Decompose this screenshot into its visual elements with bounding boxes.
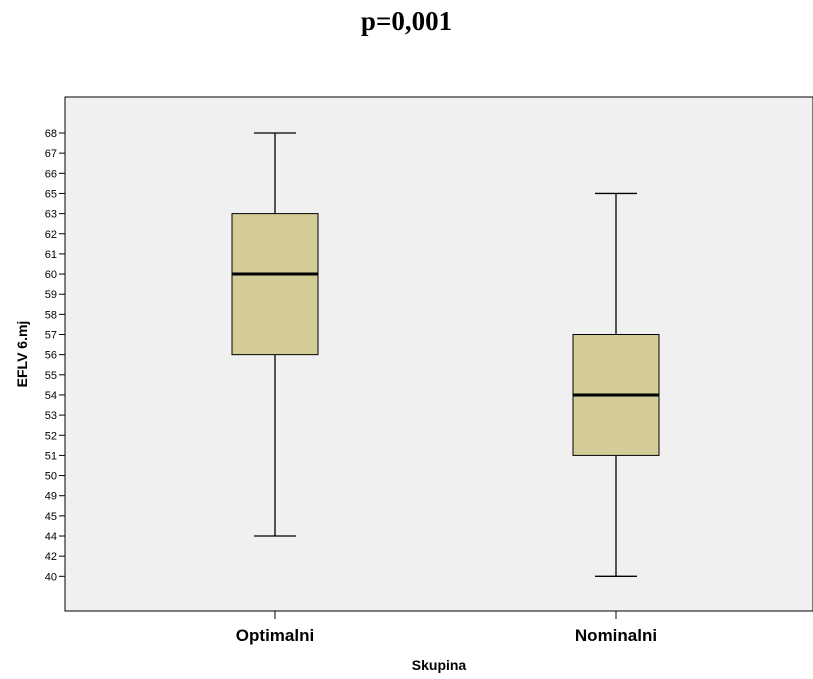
- y-tick-label: 49: [45, 491, 57, 503]
- iqr-box: [231, 213, 319, 356]
- y-tick-label: 60: [45, 269, 57, 281]
- boxes: [231, 132, 660, 577]
- y-tick-label: 63: [45, 209, 57, 221]
- x-tick-label: Nominalni: [575, 626, 657, 645]
- y-tick-label: 50: [45, 471, 57, 483]
- y-tick-label: 40: [45, 571, 57, 583]
- y-tick-label: 53: [45, 410, 57, 422]
- y-tick-label: 42: [45, 551, 57, 563]
- y-tick-label: 67: [45, 148, 57, 160]
- y-tick-label: 66: [45, 168, 57, 180]
- y-tick-label: 55: [45, 370, 57, 382]
- y-tick-label: 52: [45, 430, 57, 442]
- chart-title: p=0,001: [360, 6, 453, 36]
- y-tick-label: 54: [45, 390, 57, 402]
- x-axis: Optimalni Nominalni: [236, 611, 657, 645]
- y-tick-label: 51: [45, 450, 57, 462]
- y-tick-label: 58: [45, 309, 57, 321]
- box-group-nominalni: [572, 192, 660, 577]
- y-tick-label: 44: [45, 531, 57, 543]
- y-tick-label: 45: [45, 511, 57, 523]
- y-axis-title: EFLV 6.mj: [14, 321, 30, 388]
- y-axis: 68 67 66 65 63 62 61 60 59 58 57 56 55 54 53 52 51 50 49 45…: [45, 128, 65, 583]
- y-tick-label: 57: [45, 330, 57, 342]
- y-tick-label: 65: [45, 188, 57, 200]
- y-tick-label: 68: [45, 128, 57, 140]
- x-tick-label: Optimalni: [236, 626, 314, 645]
- y-tick-label: 61: [45, 249, 57, 261]
- box-group-optimalni: [231, 132, 319, 537]
- y-tick-label: 56: [45, 350, 57, 362]
- y-tick-label: 62: [45, 229, 57, 241]
- y-tick-label: 59: [45, 289, 57, 301]
- plot-area: [64, 96, 813, 612]
- x-axis-title: Skupina: [412, 657, 467, 673]
